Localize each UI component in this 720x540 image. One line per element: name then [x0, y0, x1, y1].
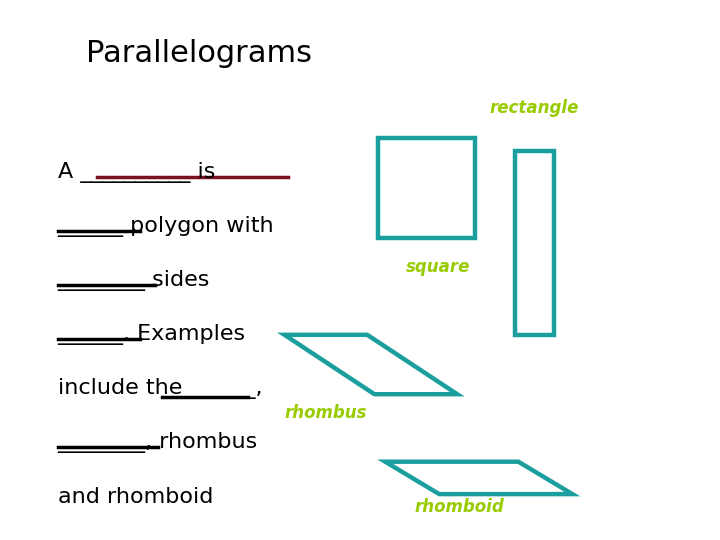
Text: ________, rhombus: ________, rhombus: [58, 433, 258, 453]
Text: ______ polygon with: ______ polygon with: [58, 217, 274, 237]
Text: ________ sides: ________ sides: [58, 271, 210, 291]
Text: rectangle: rectangle: [490, 99, 579, 117]
Polygon shape: [385, 462, 572, 494]
Bar: [378, 138, 475, 238]
Polygon shape: [284, 335, 457, 394]
Bar: [515, 151, 554, 335]
Text: and rhomboid: and rhomboid: [58, 487, 213, 507]
Text: rhomboid: rhomboid: [414, 497, 504, 516]
Text: A __________ is: A __________ is: [58, 163, 215, 183]
Text: ______. Examples: ______. Examples: [58, 325, 246, 345]
Text: include the ______,: include the ______,: [58, 379, 262, 399]
Text: square: square: [405, 258, 469, 276]
Text: Parallelograms: Parallelograms: [86, 39, 312, 69]
Text: rhombus: rhombus: [284, 404, 367, 422]
